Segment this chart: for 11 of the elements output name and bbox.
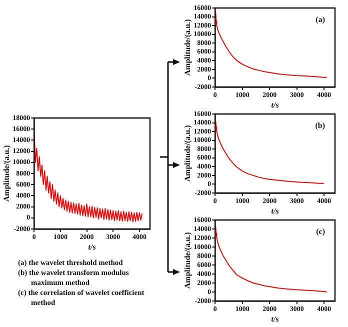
- y-axis-title: Amplitude/(a.u.): [182, 232, 192, 289]
- y-axis-title: Amplitude/(a.u.): [182, 18, 192, 76]
- x-axis-title: t/s: [88, 242, 96, 252]
- x-axis-title: t/s: [271, 314, 279, 324]
- x-axis-title: t/s: [271, 206, 279, 216]
- annotation: (c): [316, 227, 326, 236]
- y-axis-title: Amplitude/(a.u.): [2, 144, 11, 202]
- annotation: (b): [315, 121, 326, 130]
- x-axis-title: t/s: [271, 100, 279, 110]
- y-axis-title: Amplitude/(a.u.): [182, 124, 192, 182]
- annotation: (a): [316, 15, 326, 24]
